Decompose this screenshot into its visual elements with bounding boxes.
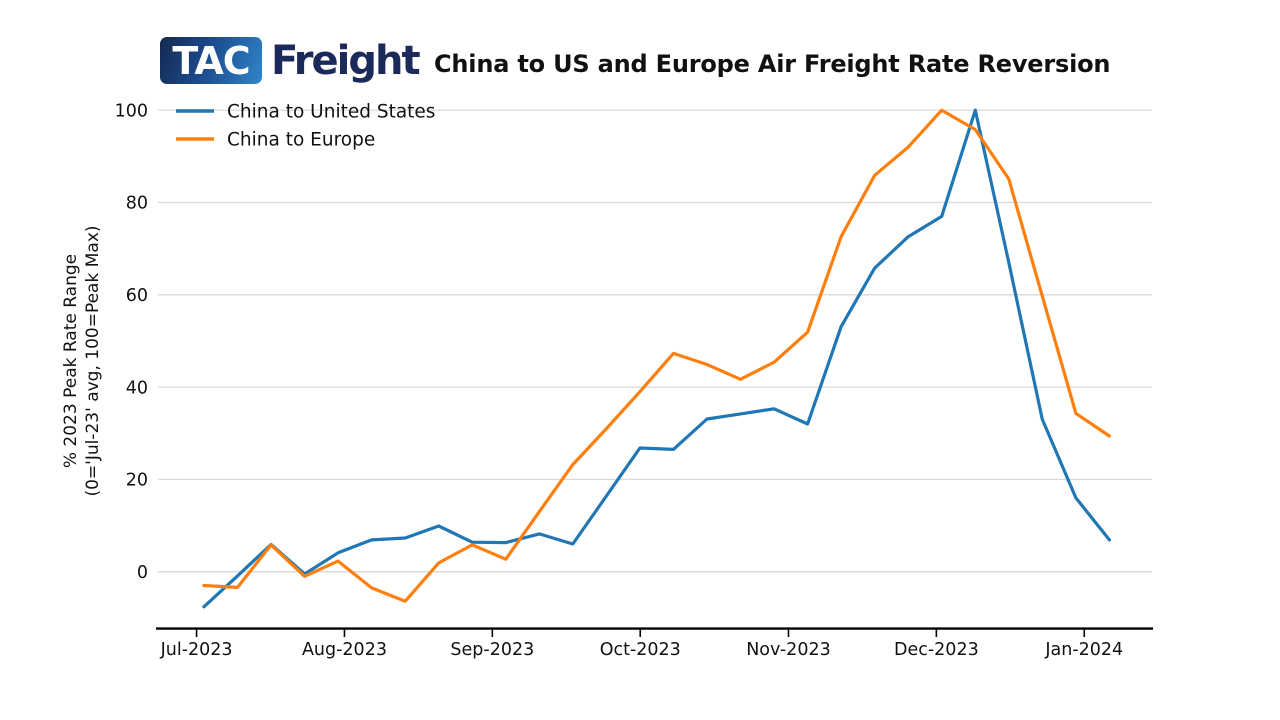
series-line-1 <box>202 108 1112 603</box>
x-tick-label-0: Jul-2023 <box>160 640 233 660</box>
logo-tac-badge: TAC <box>160 37 262 84</box>
y-tick-label-40: 40 <box>126 378 148 398</box>
chart-title: China to US and Europe Air Freight Rate … <box>434 50 1111 78</box>
series-line-0 <box>202 108 1112 609</box>
y-tick-label-60: 60 <box>126 286 148 306</box>
y-axis-label-line2: (0='Jul-23' avg, 100=Peak Max) <box>83 225 104 497</box>
legend-label-1: China to Europe <box>227 130 375 151</box>
x-tick-label-3: Oct-2023 <box>600 640 681 660</box>
logo-freight-text: Freight <box>271 38 421 84</box>
y-axis-label: % 2023 Peak Rate Range (0='Jul-23' avg, … <box>60 91 106 631</box>
x-tick-label-1: Aug-2023 <box>302 640 387 660</box>
x-tick-label-6: Jan-2024 <box>1044 640 1123 660</box>
x-tick-label-2: Sep-2023 <box>450 640 534 660</box>
tacfreight-logo: TAC Freight <box>160 36 421 86</box>
x-tick-label-5: Dec-2023 <box>894 640 979 660</box>
y-tick-label-20: 20 <box>126 471 148 491</box>
y-axis-label-line1: % 2023 Peak Rate Range <box>61 253 81 469</box>
y-tick-label-80: 80 <box>126 194 148 214</box>
y-tick-label-100: 100 <box>115 101 148 121</box>
legend-label-0: China to United States <box>227 102 435 123</box>
y-tick-label-0: 0 <box>137 563 148 583</box>
x-tick-label-4: Nov-2023 <box>746 640 831 660</box>
